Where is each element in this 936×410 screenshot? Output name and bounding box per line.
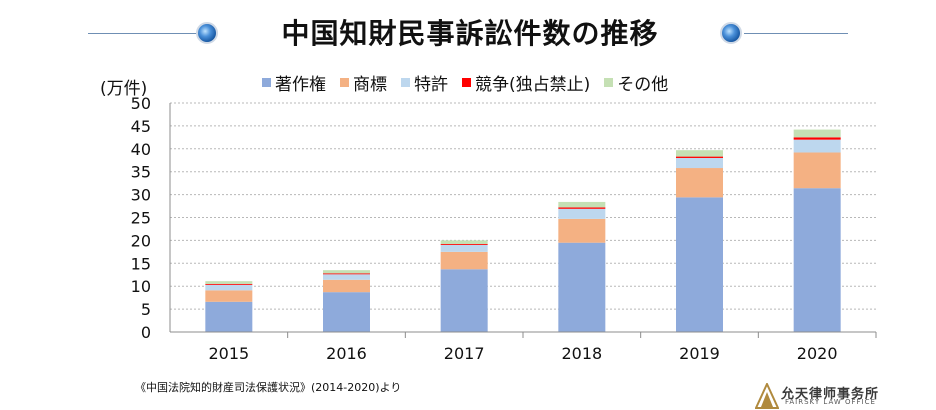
chart-legend: 著作権 商標 特許 競争(独占禁止) その他 (262, 70, 668, 95)
title-right-rule (744, 33, 848, 34)
firm-name-en: FAIRSKY LAW OFFICE (785, 398, 876, 406)
bar-segment (205, 290, 253, 302)
bar-segment (205, 281, 253, 284)
legend-label: その他 (617, 75, 669, 95)
y-tick-label: 45 (131, 117, 151, 136)
bar-segment (440, 251, 488, 270)
legend-swatch (340, 78, 349, 87)
legend-item: 競争(独占禁止) (462, 70, 590, 95)
legend-swatch (462, 78, 471, 87)
bar-segment (676, 150, 723, 157)
bar-segment (558, 242, 606, 332)
bar-segment (676, 197, 723, 332)
bar-segment (323, 270, 370, 274)
y-tick-label: 40 (131, 140, 151, 159)
bar-segment (205, 301, 253, 332)
bar-segment (676, 168, 723, 198)
bar-segment (558, 218, 606, 243)
bar-segment (440, 244, 488, 245)
legend-label: 特許 (414, 75, 448, 95)
firm-logo: 允天律师事务所 FAIRSKY LAW OFFICE (755, 383, 915, 409)
y-unit-label: (万件) (100, 79, 148, 99)
bar-segment (440, 240, 488, 245)
legend-item: 商標 (340, 70, 387, 95)
title-left-rule (88, 33, 200, 34)
bar-segment (676, 156, 723, 158)
legend-item: その他 (604, 70, 668, 95)
x-tick-label: 2016 (326, 344, 367, 363)
bar-segment (793, 139, 841, 153)
y-tick-label: 10 (131, 277, 151, 296)
bar-segment (558, 208, 606, 219)
title-left-dot-icon (196, 22, 218, 44)
bar-segment (323, 273, 370, 275)
bar-segment (793, 188, 841, 332)
legend-item: 著作権 (262, 70, 326, 95)
x-tick-label: 2017 (444, 344, 485, 363)
x-tick-label: 2018 (561, 344, 602, 363)
bar-segment (323, 292, 370, 332)
y-tick-label: 0 (141, 323, 151, 342)
y-tick-label: 15 (131, 254, 151, 273)
bar-segment (558, 207, 606, 209)
y-tick-label: 5 (141, 300, 151, 319)
legend-swatch (401, 78, 410, 87)
y-tick-label: 35 (131, 163, 151, 182)
firm-logo-mark-icon (755, 383, 779, 409)
chart-title: 中国知財民事訴訟件数の推移 (281, 17, 659, 50)
x-tick-label: 2020 (797, 344, 838, 363)
bar-segment (793, 137, 841, 140)
bar-segment (440, 244, 488, 252)
bar-segment (205, 283, 253, 285)
source-note: 《中国法院知的財産司法保護状況》(2014-2020)より (135, 381, 402, 394)
bar-segment (323, 279, 370, 293)
legend-item: 特許 (401, 70, 448, 95)
legend-label: 競争(独占禁止) (475, 75, 591, 95)
bar-segment (205, 284, 253, 291)
bar-segment (793, 152, 841, 189)
bar-segment (558, 201, 606, 208)
legend-label: 著作権 (275, 75, 326, 95)
legend-label: 商標 (353, 75, 387, 95)
bar-segment (676, 157, 723, 169)
title-right-dot-icon (720, 22, 742, 44)
y-tick-label: 20 (131, 231, 151, 250)
x-tick-label: 2015 (208, 344, 249, 363)
bar-segment (793, 129, 841, 138)
legend-swatch (262, 78, 271, 87)
bar-segment (440, 269, 488, 332)
y-tick-label: 30 (131, 186, 151, 205)
bar-segment (323, 274, 370, 280)
legend-swatch (604, 78, 614, 87)
firm-name-cn: 允天律师事务所 (781, 387, 880, 402)
y-tick-label: 50 (131, 94, 151, 113)
y-tick-label: 25 (131, 209, 151, 228)
x-tick-label: 2019 (679, 344, 720, 363)
